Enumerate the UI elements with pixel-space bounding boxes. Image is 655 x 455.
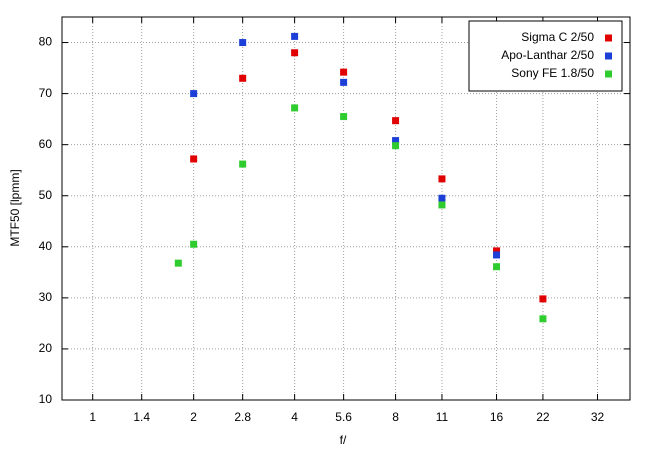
point bbox=[239, 74, 247, 82]
point bbox=[239, 160, 247, 168]
x-axis-label: f/ bbox=[340, 433, 347, 447]
y-tick-label: 60 bbox=[39, 137, 53, 151]
point bbox=[438, 175, 446, 183]
x-tick-label: 2 bbox=[190, 410, 197, 424]
point bbox=[493, 251, 501, 259]
point bbox=[392, 137, 400, 145]
x-tick-label: 16 bbox=[490, 410, 504, 424]
point bbox=[291, 104, 299, 112]
y-tick-label: 50 bbox=[39, 188, 53, 202]
legend-swatch bbox=[605, 34, 612, 42]
legend-label: Sigma C 2/50 bbox=[521, 30, 594, 44]
x-tick-label: 11 bbox=[436, 410, 449, 424]
point bbox=[190, 240, 198, 248]
legend-label: Apo-Lanthar 2/50 bbox=[501, 48, 594, 62]
point bbox=[539, 295, 547, 303]
point bbox=[493, 263, 501, 271]
x-tick-label: 5.6 bbox=[335, 410, 352, 424]
point bbox=[174, 259, 182, 267]
point bbox=[190, 90, 198, 98]
point bbox=[392, 142, 400, 150]
y-tick-label: 10 bbox=[39, 392, 53, 406]
point bbox=[239, 39, 247, 47]
legend-label: Sony FE 1.8/50 bbox=[511, 66, 594, 80]
point bbox=[340, 113, 348, 121]
point bbox=[392, 117, 400, 125]
point bbox=[291, 49, 299, 57]
legend-swatch bbox=[605, 52, 612, 60]
x-tick-label: 1.4 bbox=[133, 410, 150, 424]
x-tick-label: 4 bbox=[291, 410, 298, 424]
x-tick-label: 2.8 bbox=[234, 410, 251, 424]
x-tick-label: 32 bbox=[591, 410, 605, 424]
point bbox=[340, 78, 348, 86]
plot-frame bbox=[61, 16, 631, 401]
y-tick-label: 20 bbox=[39, 341, 53, 355]
point bbox=[291, 32, 299, 40]
point bbox=[438, 201, 446, 209]
legend-box bbox=[468, 20, 623, 92]
y-tick-label: 40 bbox=[39, 239, 53, 253]
y-tick-label: 70 bbox=[39, 86, 53, 100]
x-tick-label: 8 bbox=[392, 410, 399, 424]
y-tick-label: 30 bbox=[39, 290, 53, 304]
point bbox=[493, 247, 501, 255]
point bbox=[190, 155, 198, 163]
x-tick-label: 1 bbox=[89, 410, 96, 424]
legend-swatch bbox=[605, 70, 612, 78]
y-axis-label: MTF50 [lpmm] bbox=[8, 169, 22, 246]
point bbox=[539, 315, 547, 323]
point bbox=[340, 68, 348, 76]
y-tick-label: 80 bbox=[39, 35, 53, 49]
point bbox=[438, 194, 446, 202]
x-tick-label: 22 bbox=[536, 410, 550, 424]
